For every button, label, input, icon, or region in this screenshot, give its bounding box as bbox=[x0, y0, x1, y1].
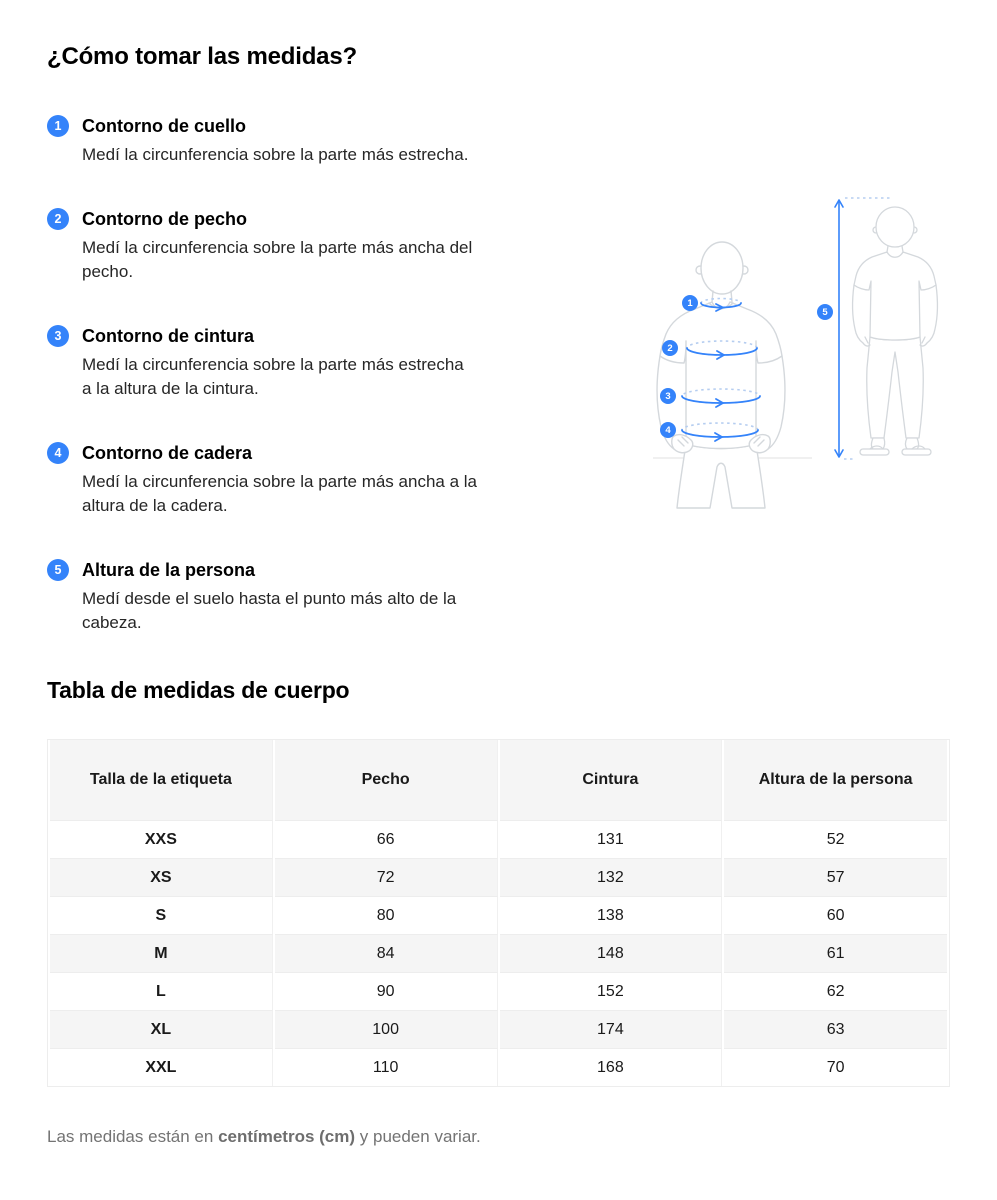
step-number-badge: 2 bbox=[47, 208, 69, 230]
column-header: Talla de la etiqueta bbox=[50, 740, 273, 820]
step-description: Medí la circunferencia sobre la parte má… bbox=[82, 353, 617, 401]
step-number-badge: 4 bbox=[47, 442, 69, 464]
size-row-label: L bbox=[50, 972, 273, 1010]
step-description-line: Medí desde el suelo hasta el punto más a… bbox=[82, 589, 457, 608]
step-number-badge: 3 bbox=[47, 325, 69, 347]
units-note: Las medidas están en centímetros (cm) y … bbox=[47, 1127, 950, 1147]
units-note-bold: centímetros (cm) bbox=[218, 1127, 356, 1146]
figure-badge-5: 5 bbox=[817, 304, 833, 320]
step-title: Contorno de cintura bbox=[82, 325, 254, 346]
size-cell: 148 bbox=[499, 934, 723, 972]
step-title: Contorno de pecho bbox=[82, 208, 247, 229]
size-row-XL: XL 100 174 63 bbox=[50, 1010, 947, 1048]
measure-step-4: 4 Contorno de cadera Medí la circunferenci… bbox=[47, 441, 617, 518]
size-cell: 52 bbox=[724, 820, 947, 858]
measurement-figure: 1 2 3 4 5 bbox=[650, 190, 950, 520]
size-cell: 66 bbox=[274, 820, 498, 858]
step-head: 4 Contorno de cadera bbox=[47, 441, 617, 465]
size-cell: 57 bbox=[724, 858, 947, 896]
size-row-L: L 90 152 62 bbox=[50, 972, 947, 1010]
size-cell: 80 bbox=[274, 896, 498, 934]
step-head: 5 Altura de la persona bbox=[47, 558, 617, 582]
measurement-arrows bbox=[681, 199, 844, 458]
measure-step-3: 3 Contorno de cintura Medí la circunferenc… bbox=[47, 324, 617, 401]
size-table-head: Talla de la etiqueta Pecho Cintura Altura d… bbox=[50, 740, 947, 820]
size-cell: 131 bbox=[499, 820, 723, 858]
size-cell: 168 bbox=[499, 1048, 723, 1086]
measurement-steps: 1 Contorno de cuello Medí la circunferenci… bbox=[47, 114, 617, 635]
pants bbox=[866, 336, 924, 439]
step-head: 1 Contorno de cuello bbox=[47, 114, 617, 138]
size-row-label: S bbox=[50, 896, 273, 934]
size-row-label: XXS bbox=[50, 820, 273, 858]
size-cell: 152 bbox=[499, 972, 723, 1010]
column-header: Altura de la persona bbox=[724, 740, 947, 820]
step-description: Medí la circunferencia sobre la parte má… bbox=[82, 236, 617, 284]
step-description-line: altura de la cadera. bbox=[82, 496, 228, 515]
shorts bbox=[676, 443, 766, 509]
step-description-line: Medí la circunferencia sobre la parte má… bbox=[82, 355, 464, 374]
size-cell: 61 bbox=[724, 934, 947, 972]
units-note-prefix: Las medidas están en bbox=[47, 1127, 219, 1146]
size-table-wrap: Talla de la etiqueta Pecho Cintura Altura d… bbox=[47, 739, 950, 1087]
size-cell: 138 bbox=[499, 896, 723, 934]
body-diagram-svg bbox=[653, 197, 939, 509]
size-cell: 100 bbox=[274, 1010, 498, 1048]
height-figure bbox=[851, 206, 939, 456]
small-t-shirt bbox=[853, 251, 937, 341]
figure-badge-1: 1 bbox=[682, 295, 698, 311]
size-row-label: XXL bbox=[50, 1048, 273, 1086]
size-row-XXL: XXL 110 168 70 bbox=[50, 1048, 947, 1086]
step-title: Altura de la persona bbox=[82, 559, 256, 580]
step-title: Contorno de cuello bbox=[82, 115, 246, 136]
figure-badge-4: 4 bbox=[660, 422, 676, 438]
measure-step-5: 5 Altura de la persona Medí desde el suelo… bbox=[47, 558, 617, 635]
table-title: Tabla de medidas de cuerpo bbox=[47, 677, 350, 703]
step-description-line: a la altura de la cintura. bbox=[82, 379, 259, 398]
size-cell: 63 bbox=[724, 1010, 947, 1048]
measure-step-1: 1 Contorno de cuello Medí la circunferenci… bbox=[47, 114, 617, 167]
figure-badge-3: 3 bbox=[660, 388, 676, 404]
size-row-label: XL bbox=[50, 1010, 273, 1048]
size-cell: 110 bbox=[274, 1048, 498, 1086]
size-row-S: S 80 138 60 bbox=[50, 896, 947, 934]
size-cell: 90 bbox=[274, 972, 498, 1010]
step-title: Contorno de cadera bbox=[82, 442, 253, 463]
page-title: ¿Cómo tomar las medidas? bbox=[47, 43, 357, 70]
size-cell: 62 bbox=[724, 972, 947, 1010]
size-table-body: XXS 66 131 52 XS 72 132 57 S 80 138 60 M 84 148 61 L 90 15… bbox=[50, 820, 947, 1086]
step-number-badge: 1 bbox=[47, 115, 69, 137]
size-row-label: XS bbox=[50, 858, 273, 896]
column-header: Pecho bbox=[274, 740, 498, 820]
size-cell: 60 bbox=[724, 896, 947, 934]
size-cell: 174 bbox=[499, 1010, 723, 1048]
size-cell: 70 bbox=[724, 1048, 947, 1086]
size-cell: 132 bbox=[499, 858, 723, 896]
size-cell: 72 bbox=[274, 858, 498, 896]
step-description: Medí la circunferencia sobre la parte má… bbox=[82, 143, 617, 167]
step-description: Medí la circunferencia sobre la parte má… bbox=[82, 470, 617, 518]
size-row-XXS: XXS 66 131 52 bbox=[50, 820, 947, 858]
figure-badge-2: 2 bbox=[662, 340, 678, 356]
step-description-line: Medí la circunferencia sobre la parte má… bbox=[82, 145, 469, 164]
step-head: 3 Contorno de cintura bbox=[47, 324, 617, 348]
step-description-line: cabeza. bbox=[82, 613, 142, 632]
size-row-label: M bbox=[50, 934, 273, 972]
size-table: Talla de la etiqueta Pecho Cintura Altura d… bbox=[48, 740, 949, 1086]
t-shirt bbox=[659, 301, 783, 450]
step-description-line: pecho. bbox=[82, 262, 134, 281]
size-row-M: M 84 148 61 bbox=[50, 934, 947, 972]
units-note-suffix: y pueden variar. bbox=[355, 1127, 481, 1146]
measure-step-2: 2 Contorno de pecho Medí la circunferencia… bbox=[47, 207, 617, 284]
step-head: 2 Contorno de pecho bbox=[47, 207, 617, 231]
step-description: Medí desde el suelo hasta el punto más a… bbox=[82, 587, 617, 635]
step-number-badge: 5 bbox=[47, 559, 69, 581]
size-row-XS: XS 72 132 57 bbox=[50, 858, 947, 896]
step-description-line: Medí la circunferencia sobre la parte má… bbox=[82, 472, 477, 491]
size-cell: 84 bbox=[274, 934, 498, 972]
column-header: Cintura bbox=[499, 740, 723, 820]
step-description-line: Medí la circunferencia sobre la parte má… bbox=[82, 238, 473, 257]
front-figure bbox=[656, 241, 786, 509]
